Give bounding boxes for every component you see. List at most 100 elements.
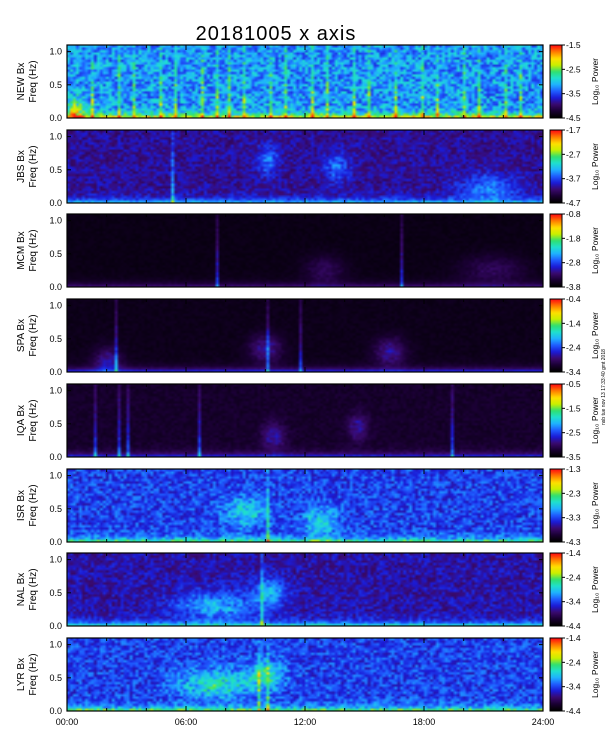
colorbar-tick-label: -4.3 — [566, 537, 581, 547]
colorbar-tick-label: -1.4 — [566, 548, 581, 558]
figure-title: 20181005 x axis — [196, 23, 357, 45]
colorbar-tick-label: -4.4 — [566, 706, 581, 716]
y-axis-label-freq: Freq (Hz) — [28, 653, 39, 695]
colorbar-tick-label: -3.5 — [566, 89, 581, 99]
panel-spa: 0.0 0.5 1.0 SPA Bx Freq (Hz) -0.4 -1.4 -2.4 -3.4… — [16, 294, 600, 377]
y-tick-label: 0.5 — [49, 249, 62, 259]
colorbar-label: Log₁₀ Power — [590, 312, 600, 359]
colorbar-label: Log₁₀ Power — [590, 227, 600, 274]
colorbar-frame — [549, 298, 563, 373]
y-tick-label: 1.0 — [49, 47, 62, 57]
colorbar — [550, 469, 562, 542]
colorbar-tick-label: -2.3 — [566, 488, 581, 498]
colorbar-tick-label: -2.4 — [566, 343, 581, 353]
y-tick-label: 0.5 — [49, 419, 62, 429]
y-tick-label: 0.5 — [49, 504, 62, 514]
colorbar-label: Log₁₀ Power — [590, 651, 600, 698]
panel-isr: 0.0 0.5 1.0 ISR Bx Freq (Hz) -1.3 -2.3 -3.3 -4.3… — [16, 464, 600, 547]
colorbar — [550, 638, 562, 711]
colorbar-tick-label: -2.4 — [566, 572, 581, 582]
panel-new: 0.0 0.5 1.0 NEW Bx Freq (Hz) -1.5 -2.5 -3.5 -4.5… — [16, 40, 600, 123]
colorbar-tick-label: -0.5 — [566, 379, 581, 389]
colorbar-tick-label: -0.4 — [566, 294, 581, 304]
colorbar-tick-label: -2.7 — [566, 149, 581, 159]
y-axis-label-station: NEW Bx — [16, 63, 27, 101]
colorbar-tick-label: -2.8 — [566, 258, 581, 268]
colorbar-tick-label: -1.3 — [566, 464, 581, 474]
y-tick-label: 0.5 — [49, 588, 62, 598]
panel-nal: 0.0 0.5 1.0 NAL Bx Freq (Hz) -1.4 -2.4 -3.4 -4.4… — [16, 548, 600, 631]
side-note: nsb tue nov 13 17:33:40 gmt 2018 — [601, 349, 607, 425]
y-axis-label-station: NAL Bx — [16, 573, 27, 607]
y-tick-label: 0.5 — [49, 673, 62, 683]
colorbar-tick-label: -1.7 — [566, 125, 581, 135]
y-tick-label: 0.0 — [49, 113, 62, 123]
colorbar-tick-label: -3.4 — [566, 682, 581, 692]
y-tick-label: 1.0 — [49, 555, 62, 565]
colorbar-tick-label: -2.4 — [566, 657, 581, 667]
colorbar — [550, 214, 562, 287]
colorbar-tick-label: -1.5 — [566, 40, 581, 50]
y-axis-label-freq: Freq (Hz) — [28, 60, 39, 102]
colorbar-tick-label: -4.7 — [566, 198, 581, 208]
colorbar-label: Log₁₀ Power — [590, 482, 600, 529]
colorbar-tick-label: -3.3 — [566, 513, 581, 523]
colorbar-frame — [549, 129, 563, 204]
x-axis: 00:00 06:00 12:00 18:00 24:00 — [56, 717, 555, 727]
spectrogram-image-lyr — [67, 638, 543, 711]
y-tick-label: 0.0 — [49, 537, 62, 547]
colorbar — [550, 299, 562, 372]
y-axis-label-station: JBS Bx — [16, 150, 27, 183]
y-axis-label-station: MCM Bx — [16, 231, 27, 269]
colorbar-tick-label: -4.4 — [566, 621, 581, 631]
colorbar-tick-label: -3.5 — [566, 452, 581, 462]
y-tick-label: 0.0 — [49, 452, 62, 462]
y-tick-label: 0.0 — [49, 367, 62, 377]
colorbar-label: Log₁₀ Power — [590, 143, 600, 190]
y-tick-label: 1.0 — [49, 216, 62, 226]
y-axis-label-station: SPA Bx — [16, 319, 27, 352]
x-tick-label: 24:00 — [532, 717, 555, 727]
panel-iqa: 0.0 0.5 1.0 IQA Bx Freq (Hz) -0.5 -1.5 -2.5 -3.5… — [16, 379, 600, 462]
y-axis-label-freq: Freq (Hz) — [28, 145, 39, 187]
colorbar — [550, 45, 562, 118]
colorbar-tick-label: -2.5 — [566, 428, 581, 438]
x-tick-label: 06:00 — [175, 717, 198, 727]
colorbar-tick-label: -4.5 — [566, 113, 581, 123]
y-tick-label: 1.0 — [49, 471, 62, 481]
colorbar-frame — [549, 383, 563, 458]
spectrogram-image-spa — [67, 299, 543, 372]
spectrogram-image-isr — [67, 469, 543, 542]
spectrogram-image-new — [67, 45, 543, 118]
colorbar-tick-label: -3.4 — [566, 367, 581, 377]
colorbar-frame — [549, 44, 563, 119]
y-axis-label-station: IQA Bx — [16, 405, 27, 436]
colorbar-tick-label: -3.7 — [566, 174, 581, 184]
colorbar — [550, 553, 562, 626]
colorbar-tick-label: -0.8 — [566, 209, 581, 219]
x-tick-label: 12:00 — [294, 717, 317, 727]
spectrogram-image-iqa — [67, 384, 543, 457]
colorbar-tick-label: -1.5 — [566, 403, 581, 413]
panel-mcm: 0.0 0.5 1.0 MCM Bx Freq (Hz) -0.8 -1.8 -2.8 -3.8… — [16, 209, 600, 292]
colorbar-label: Log₁₀ Power — [590, 397, 600, 444]
colorbar-tick-label: -3.4 — [566, 597, 581, 607]
y-tick-label: 0.5 — [49, 334, 62, 344]
y-tick-label: 0.5 — [49, 80, 62, 90]
spectrogram-image-nal — [67, 553, 543, 626]
colorbar-frame — [549, 468, 563, 543]
colorbar-label: Log₁₀ Power — [590, 566, 600, 613]
x-tick-label: 18:00 — [413, 717, 436, 727]
y-tick-label: 0.5 — [49, 165, 62, 175]
colorbar — [550, 130, 562, 203]
y-tick-label: 0.0 — [49, 706, 62, 716]
colorbar — [550, 384, 562, 457]
panel-lyr: 0.0 0.5 1.0 LYR Bx Freq (Hz) -1.4 -2.4 -3.4 -4.4… — [16, 633, 600, 716]
y-tick-label: 0.0 — [49, 621, 62, 631]
spectrogram-image-mcm — [67, 214, 543, 287]
y-axis-label-freq: Freq (Hz) — [28, 314, 39, 356]
y-axis-label-station: ISR Bx — [16, 490, 27, 521]
y-axis-label-freq: Freq (Hz) — [28, 568, 39, 610]
